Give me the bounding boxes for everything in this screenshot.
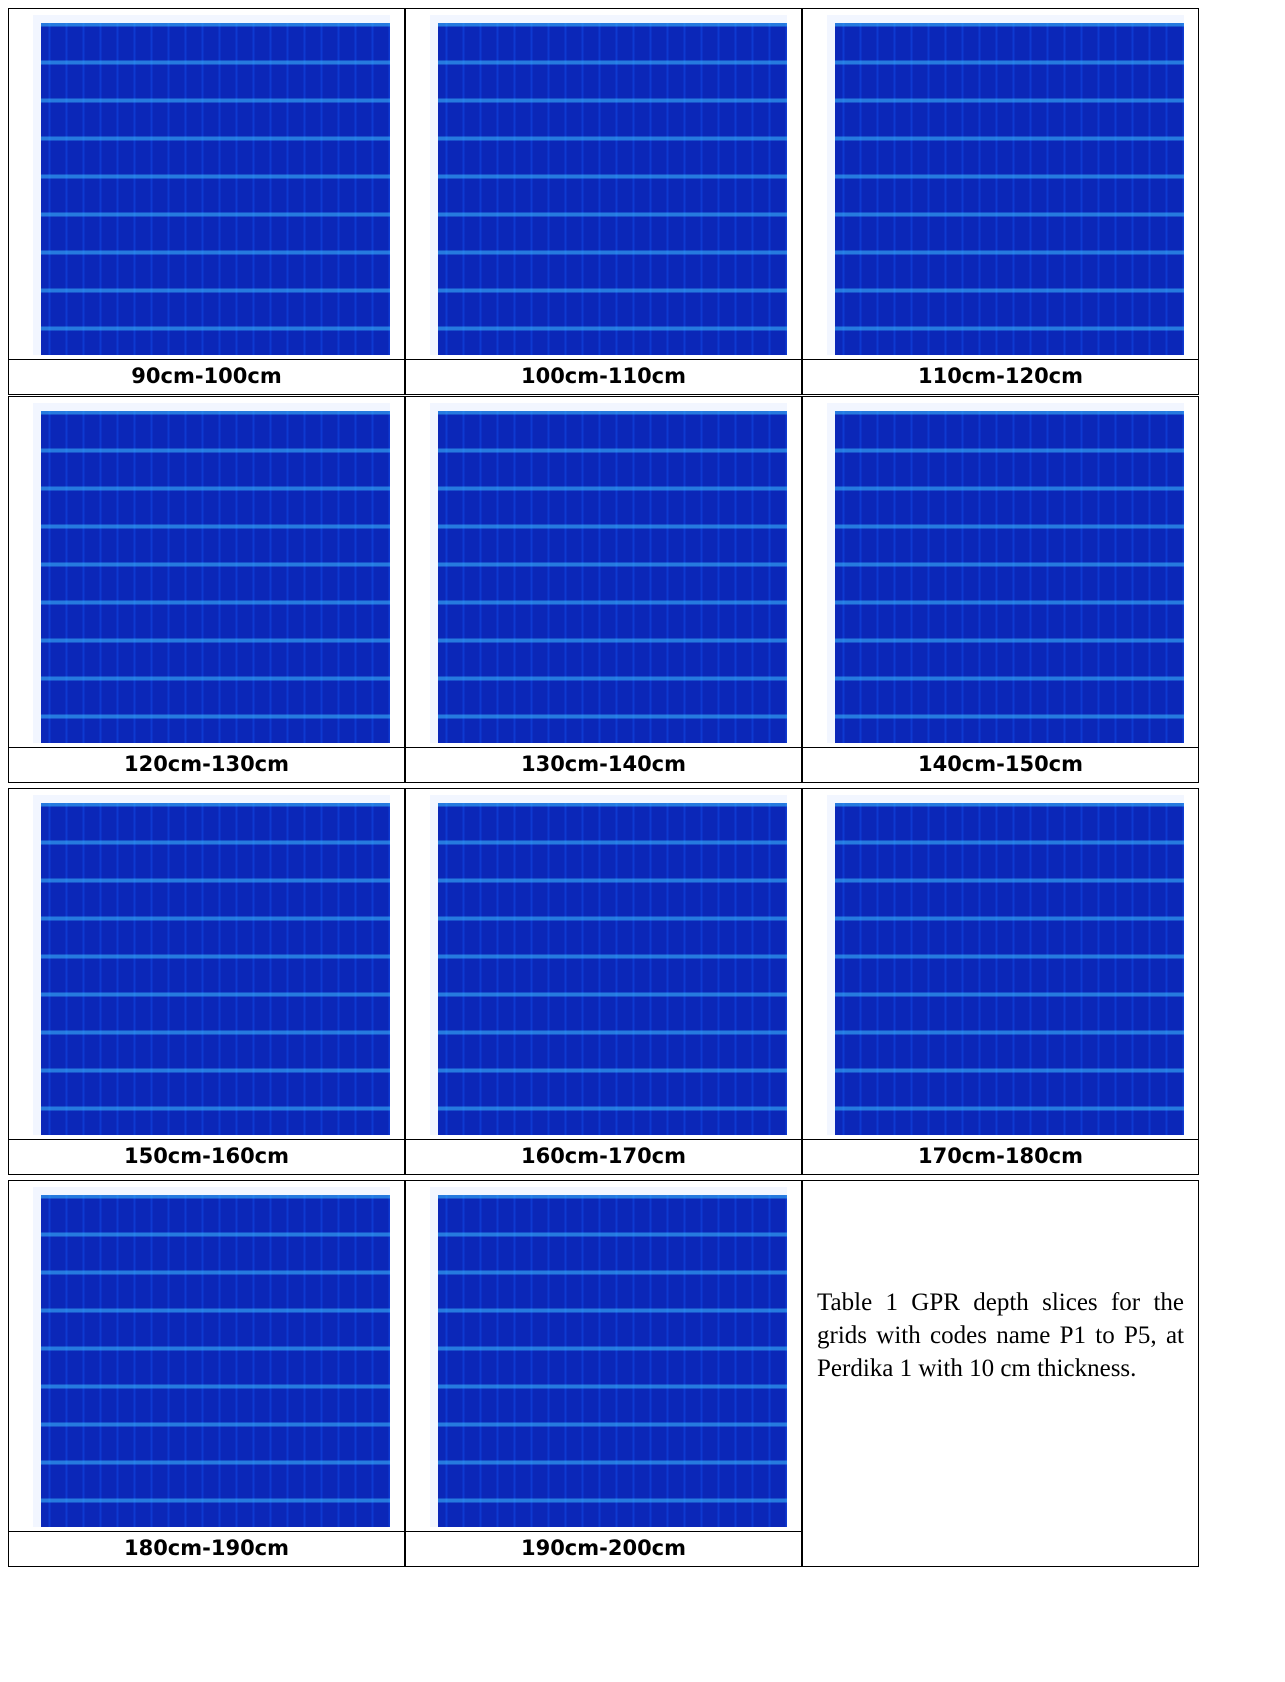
image-cell xyxy=(802,788,1199,1140)
image-cell xyxy=(405,788,802,1140)
gpr-slice-image xyxy=(827,15,1184,355)
slice-caption: 170cm-180cm xyxy=(917,1143,1084,1168)
slice-caption: 120cm-130cm xyxy=(123,751,290,776)
image-cell xyxy=(405,8,802,360)
slice-caption: 110cm-120cm xyxy=(917,363,1084,388)
image-cell xyxy=(802,396,1199,748)
image-cell xyxy=(8,8,405,360)
caption-cell: 170cm-180cm xyxy=(802,1138,1199,1175)
slice-caption: 190cm-200cm xyxy=(520,1535,687,1560)
image-cell xyxy=(8,1180,405,1532)
slice-caption: 130cm-140cm xyxy=(520,751,687,776)
image-cell xyxy=(405,1180,802,1532)
gpr-slice-image xyxy=(33,1187,390,1527)
table-caption-note: Table 1 GPR depth slices for the grids w… xyxy=(817,1289,1184,1382)
slice-caption: 150cm-160cm xyxy=(123,1143,290,1168)
image-cell xyxy=(802,8,1199,360)
image-cell xyxy=(8,396,405,748)
caption-cell: 160cm-170cm xyxy=(405,1138,802,1175)
gpr-slice-image xyxy=(430,15,787,355)
gpr-slice-image xyxy=(430,795,787,1135)
slice-caption: 100cm-110cm xyxy=(520,363,687,388)
slice-caption: 180cm-190cm xyxy=(123,1535,290,1560)
image-cell xyxy=(8,788,405,1140)
note-cell: Table 1 GPR depth slices for the grids w… xyxy=(802,1180,1199,1567)
gpr-slice-image xyxy=(33,795,390,1135)
slice-caption: 140cm-150cm xyxy=(917,751,1084,776)
gpr-slice-image xyxy=(33,15,390,355)
gpr-slice-image xyxy=(430,1187,787,1527)
caption-cell: 190cm-200cm xyxy=(405,1530,802,1567)
gpr-slice-image xyxy=(827,403,1184,743)
gpr-slice-image xyxy=(33,403,390,743)
caption-cell: 90cm-100cm xyxy=(8,358,405,395)
caption-cell: 140cm-150cm xyxy=(802,746,1199,783)
gpr-slice-image xyxy=(827,795,1184,1135)
caption-cell: 120cm-130cm xyxy=(8,746,405,783)
slice-caption: 160cm-170cm xyxy=(520,1143,687,1168)
caption-cell: 100cm-110cm xyxy=(405,358,802,395)
caption-cell: 150cm-160cm xyxy=(8,1138,405,1175)
gpr-slice-image xyxy=(430,403,787,743)
slice-caption: 90cm-100cm xyxy=(131,363,282,388)
caption-cell: 180cm-190cm xyxy=(8,1530,405,1567)
image-cell xyxy=(405,396,802,748)
caption-cell: 110cm-120cm xyxy=(802,358,1199,395)
caption-cell: 130cm-140cm xyxy=(405,746,802,783)
